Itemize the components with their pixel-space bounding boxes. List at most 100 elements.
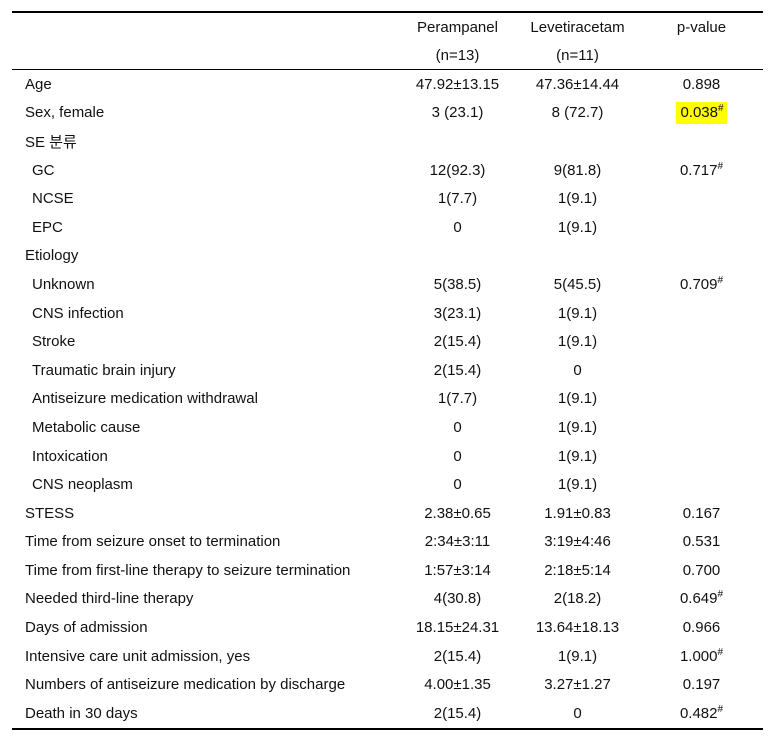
levetiracetam-value: 47.36±14.44 <box>535 75 620 93</box>
header-perampanel: Perampanel <box>417 18 498 36</box>
perampanel-value: 2(15.4) <box>433 361 482 379</box>
p-value-cell: 0.709# <box>679 274 724 293</box>
table-row-ncse: NCSE 1(7.7) 1(9.1) <box>12 184 763 213</box>
p-value-cell <box>640 213 763 242</box>
p-value-cell: 0.531 <box>682 533 721 551</box>
row-label: Sex, female <box>25 104 105 122</box>
perampanel-value: 2:34±3:11 <box>424 533 491 551</box>
perampanel-value: 2.38±0.65 <box>424 504 491 522</box>
levetiracetam-value: 1(9.1) <box>557 647 598 665</box>
header-empty <box>12 41 400 70</box>
header-levetiracetam-n: (n=11) <box>556 46 599 64</box>
row-label: GC <box>32 161 55 179</box>
p-value-cell <box>640 127 763 156</box>
perampanel-value: 12(92.3) <box>429 161 486 179</box>
levetiracetam-value: 3.27±1.27 <box>544 676 611 694</box>
table-row-needed-third-line-therapy: Needed third-line therapy 4(30.8) 2(18.2… <box>12 585 763 614</box>
row-label: Time from seizure onset to termination <box>25 533 281 551</box>
levetiracetam-value <box>515 242 640 271</box>
header-p-value: p-value <box>676 18 727 36</box>
levetiracetam-value: 1(9.1) <box>557 304 598 322</box>
perampanel-value: 4.00±1.35 <box>424 676 491 694</box>
perampanel-value: 3(23.1) <box>433 304 482 322</box>
header-row-1: Perampanel Levetiracetam p-value <box>12 12 763 41</box>
row-label: SE 분류 <box>25 133 77 151</box>
p-value-cell: 0.966 <box>682 619 721 637</box>
table-row-gc: GC 12(92.3) 9(81.8) 0.717# <box>12 156 763 185</box>
table-row-se-classification: SE 분류 <box>12 127 763 156</box>
p-value-cell: 0.717# <box>679 160 724 179</box>
row-label: Numbers of antiseizure medication by dis… <box>25 676 346 694</box>
levetiracetam-value: 9(81.8) <box>553 161 602 179</box>
table-row-age: Age 47.92±13.15 47.36±14.44 0.898 <box>12 70 763 99</box>
levetiracetam-value: 5(45.5) <box>553 275 602 293</box>
levetiracetam-value: 1(9.1) <box>557 390 598 408</box>
table-row-death-in-30-days: Death in 30 days 2(15.4) 0 0.482# <box>12 699 763 729</box>
table-row-icu-admission: Intensive care unit admission, yes 2(15.… <box>12 642 763 671</box>
perampanel-value <box>400 242 515 271</box>
p-value-cell <box>640 413 763 442</box>
row-label: Antiseizure medication withdrawal <box>32 390 258 408</box>
levetiracetam-value: 1(9.1) <box>557 418 598 436</box>
perampanel-value: 3 (23.1) <box>431 104 484 122</box>
table-row-sex-female: Sex, female 3 (23.1) 8 (72.7) 0.038# <box>12 99 763 128</box>
perampanel-value: 5(38.5) <box>433 275 482 293</box>
levetiracetam-value: 1.91±0.83 <box>544 504 611 522</box>
table-row-time-from-first-line-therapy: Time from first-line therapy to seizure … <box>12 556 763 585</box>
table-row-unknown: Unknown 5(38.5) 5(45.5) 0.709# <box>12 270 763 299</box>
p-value-cell: 0.167 <box>682 504 721 522</box>
table-container: Perampanel Levetiracetam p-value (n=13) … <box>12 11 763 730</box>
p-value-cell: 0.482# <box>679 703 724 722</box>
row-label: Unknown <box>32 275 95 293</box>
table-row-stroke: Stroke 2(15.4) 1(9.1) <box>12 327 763 356</box>
header-empty <box>12 12 400 41</box>
perampanel-value: 18.15±24.31 <box>415 619 500 637</box>
header-row-2: (n=13) (n=11) <box>12 41 763 70</box>
perampanel-value: 1(7.7) <box>437 190 478 208</box>
table-row-etiology: Etiology <box>12 242 763 271</box>
row-label: STESS <box>25 504 75 522</box>
p-value-cell: 0.038# <box>640 99 763 128</box>
levetiracetam-value: 2:18±5:14 <box>544 561 611 579</box>
table-row-numbers-of-antiseizure-medication: Numbers of antiseizure medication by dis… <box>12 670 763 699</box>
table-header: Perampanel Levetiracetam p-value (n=13) … <box>12 12 763 70</box>
perampanel-value: 0 <box>453 476 462 494</box>
levetiracetam-value: 8 (72.7) <box>551 104 604 122</box>
table-row-time-from-seizure-onset: Time from seizure onset to termination 2… <box>12 528 763 557</box>
p-value-cell <box>640 299 763 328</box>
p-value-cell: 0.898 <box>682 75 721 93</box>
table-row-stess: STESS 2.38±0.65 1.91±0.83 0.167 <box>12 499 763 528</box>
levetiracetam-value: 1(9.1) <box>557 218 598 236</box>
p-value-cell <box>640 242 763 271</box>
p-value-cell: 0.197 <box>682 676 721 694</box>
levetiracetam-value: 1(9.1) <box>557 476 598 494</box>
header-levetiracetam: Levetiracetam <box>530 18 625 36</box>
row-label: Death in 30 days <box>25 704 138 722</box>
levetiracetam-value: 0 <box>573 361 582 379</box>
table-row-days-of-admission: Days of admission 18.15±24.31 13.64±18.1… <box>12 613 763 642</box>
row-label: Etiology <box>25 247 79 265</box>
header-perampanel-n: (n=13) <box>435 46 480 64</box>
row-label: NCSE <box>32 190 74 208</box>
header-empty <box>640 41 763 70</box>
table-row-cns-infection: CNS infection 3(23.1) 1(9.1) <box>12 299 763 328</box>
perampanel-value: 0 <box>453 418 462 436</box>
row-label: Time from first-line therapy to seizure … <box>25 561 351 579</box>
row-label: CNS neoplasm <box>32 476 133 494</box>
levetiracetam-value: 1(9.1) <box>557 190 598 208</box>
row-label: Stroke <box>32 333 76 351</box>
perampanel-value: 2(15.4) <box>433 333 482 351</box>
p-value-cell: 1.000# <box>679 646 724 665</box>
table-body: Age 47.92±13.15 47.36±14.44 0.898 Sex, f… <box>12 70 763 729</box>
row-label: Intensive care unit admission, yes <box>25 647 251 665</box>
row-label: Days of admission <box>25 619 148 637</box>
p-value-cell <box>640 356 763 385</box>
perampanel-value <box>400 127 515 156</box>
perampanel-value: 1:57±3:14 <box>424 561 491 579</box>
row-label: Age <box>25 75 52 93</box>
p-value-cell: 0.649# <box>679 589 724 608</box>
p-value-cell <box>640 184 763 213</box>
table-row-epc: EPC 0 1(9.1) <box>12 213 763 242</box>
p-value-cell <box>640 327 763 356</box>
